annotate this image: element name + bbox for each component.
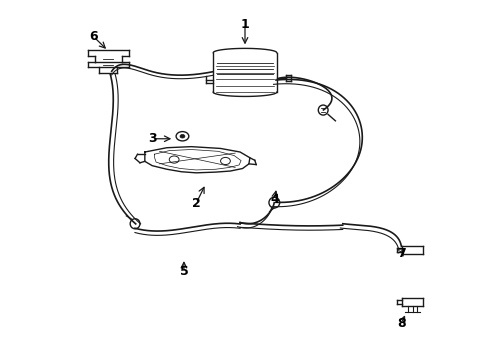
- Text: 2: 2: [192, 197, 200, 210]
- Text: 4: 4: [270, 193, 279, 206]
- Text: 3: 3: [148, 132, 156, 145]
- Text: 1: 1: [241, 18, 249, 31]
- Text: 7: 7: [397, 247, 406, 260]
- Text: 8: 8: [397, 317, 406, 330]
- Text: 6: 6: [89, 30, 98, 43]
- Circle shape: [180, 134, 185, 138]
- Text: 5: 5: [179, 265, 188, 278]
